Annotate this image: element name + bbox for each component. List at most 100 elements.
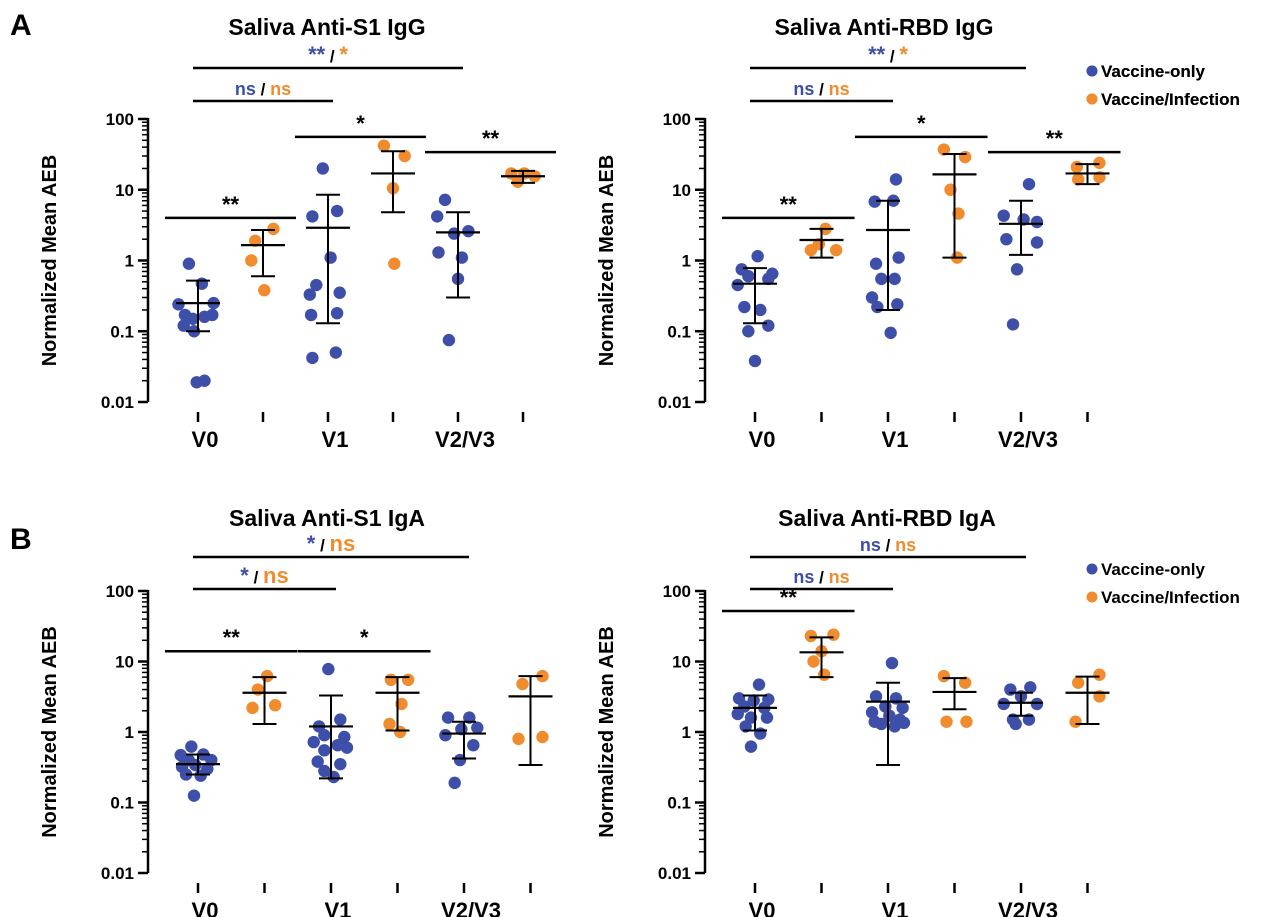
sig-vaccine-infection: ns [270,79,291,99]
sig-vaccine-infection: ns [829,79,850,99]
data-point [897,716,911,730]
data-point [377,139,391,152]
x-category-label: V2/V3 [435,427,495,452]
y-tick-label: 10 [672,653,691,672]
x-category-label: V2/V3 [998,898,1058,917]
chart-title: Saliva Anti-RBD IgA [778,505,996,531]
data-point [331,738,344,752]
data-point [827,628,840,641]
data-point [865,706,879,719]
data-point [442,333,456,347]
sig-vaccine-only: ns [860,535,881,555]
data-point [448,776,461,790]
x-category-label: V0 [192,898,219,917]
data-point [471,721,484,734]
data-point [441,711,455,724]
data-point [742,325,755,338]
data-point [884,326,897,340]
x-category-label: V1 [882,427,909,452]
significance-label: * [356,111,365,136]
data-point [752,678,766,691]
data-point [997,697,1010,711]
sig-vaccine-infection: * [339,42,348,67]
data-point [817,668,831,681]
data-point [869,257,883,270]
data-point [747,694,760,707]
data-point [267,222,280,236]
data-point [511,175,524,188]
data-point [871,300,884,314]
data-point [318,729,331,742]
chart-title: Saliva Anti-RBD IgG [775,14,994,40]
sig-vaccine-infection: ns [263,563,289,588]
data-point [251,683,265,696]
data-point [889,173,903,186]
data-point [334,713,347,726]
data-point [940,715,953,728]
data-point [198,374,211,387]
sig-vaccine-infection: ns [330,531,356,556]
data-point [324,251,337,264]
y-tick-label: 1 [125,723,134,742]
y-tick-label: 1 [682,723,691,742]
data-point [804,629,818,643]
panel-letter: B [10,523,32,556]
data-point [311,755,324,768]
data-point [182,257,196,270]
data-point [327,770,340,784]
y-tick-label: 0.01 [658,864,691,883]
data-point [401,673,415,687]
data-point [1000,233,1013,246]
sig-separator: / [249,568,263,587]
data-point [536,730,549,744]
data-point [398,149,411,163]
significance-label: ** / * [868,42,908,67]
data-point [318,764,331,778]
data-point [306,351,319,365]
data-point [333,286,346,299]
significance-label: ** [482,126,500,151]
legend-entry: Vaccine/Infection [1101,588,1240,607]
data-point [260,669,274,683]
data-point [338,730,351,744]
significance-label: * [360,625,369,650]
data-point [187,789,201,802]
data-point [829,243,843,257]
data-point [1006,318,1020,331]
data-point [731,278,744,292]
data-point [875,717,888,731]
y-tick-label: 0.1 [667,794,691,813]
y-tick-label: 0.01 [101,864,134,883]
data-point [383,717,396,731]
data-point [1070,160,1084,174]
y-tick-label: 100 [106,582,134,601]
data-point [340,741,354,754]
panel-letter: A [10,9,32,42]
sig-vaccine-only: * [307,531,316,556]
y-tick-label: 100 [663,110,691,129]
significance-label: ** / * [308,42,348,67]
legend-marker [1086,591,1098,603]
x-category-label: V0 [749,427,776,452]
sig-vaccine-infection: ns [895,535,916,555]
data-point [731,707,744,721]
sig-vaccine-only: ns [235,79,256,99]
data-point [1030,697,1044,711]
data-point [1024,681,1037,694]
data-point [960,715,973,728]
data-point [748,354,762,368]
data-point [268,698,282,712]
significance-label: ns / ns [860,535,916,555]
data-point [1022,177,1036,191]
data-point [997,209,1010,222]
data-point [432,246,445,259]
sig-vaccine-infection: ns [829,567,850,587]
significance-label: ** [222,192,240,217]
data-point [172,298,185,311]
x-category-label: V2/V3 [441,898,501,917]
data-point [329,346,342,359]
data-point [869,690,883,703]
sig-vaccine-only: ns [793,567,814,587]
